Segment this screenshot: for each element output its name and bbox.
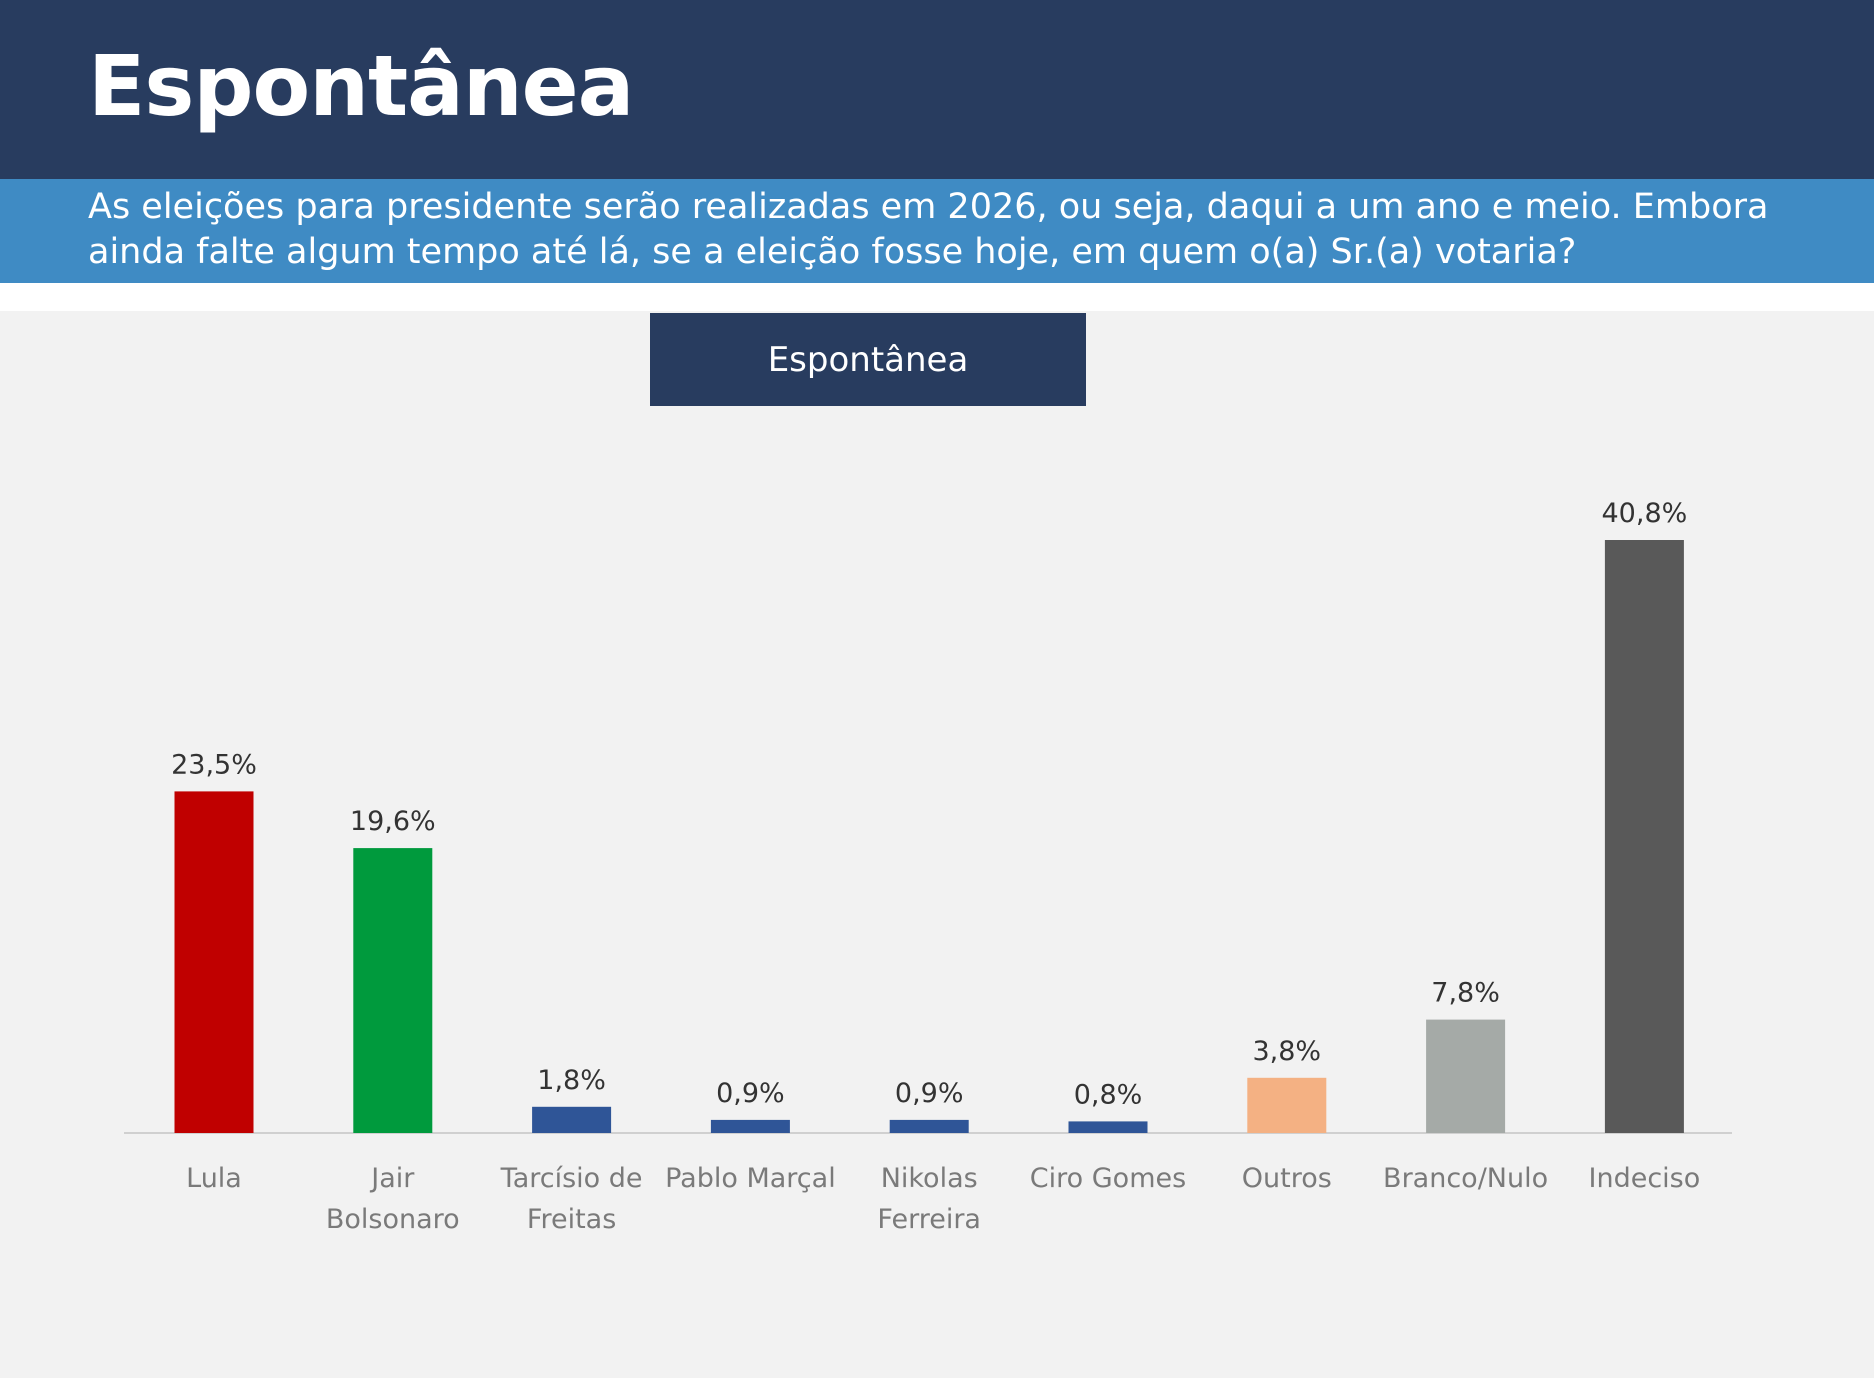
category-label: Outros bbox=[1242, 1163, 1332, 1194]
bar-value-label: 3,8% bbox=[1252, 1036, 1321, 1067]
bars-group bbox=[174, 540, 1684, 1133]
bar bbox=[889, 1119, 969, 1133]
page-title: Espontânea bbox=[88, 37, 634, 135]
category-label: Branco/Nulo bbox=[1383, 1163, 1548, 1194]
bar bbox=[1604, 540, 1684, 1133]
category-label: Indeciso bbox=[1589, 1163, 1701, 1194]
bar-value-label: 19,6% bbox=[350, 806, 436, 837]
header-bar: Espontânea bbox=[0, 0, 1874, 179]
question-band: As eleições para presidente serão realiz… bbox=[0, 179, 1874, 283]
bar bbox=[1426, 1019, 1506, 1133]
category-label: Tarcísio de bbox=[500, 1163, 643, 1194]
value-labels-group: 23,5% 19,6% 1,8% 0,9% 0,9% 0,8% 3,8% 7,8% 40,8% bbox=[171, 498, 1687, 1110]
category-label: Ciro Gomes bbox=[1030, 1163, 1186, 1194]
bar-value-label: 40,8% bbox=[1602, 498, 1688, 529]
question-text: As eleições para presidente serão realiz… bbox=[88, 187, 1769, 272]
bar bbox=[532, 1106, 612, 1133]
category-label: Bolsonaro bbox=[326, 1204, 460, 1235]
bar-value-label: 0,9% bbox=[716, 1078, 785, 1109]
category-labels-group: Lula Jair Bolsonaro Tarcísio de Freitas Pablo… bbox=[186, 1163, 1700, 1235]
category-label: Ferreira bbox=[877, 1204, 981, 1235]
bar-value-label: 1,8% bbox=[537, 1065, 606, 1096]
chart-title: Espontânea bbox=[767, 339, 969, 380]
bar-value-label: 23,5% bbox=[171, 749, 257, 780]
bar bbox=[710, 1119, 790, 1133]
bar bbox=[174, 791, 254, 1133]
category-label: Lula bbox=[186, 1163, 242, 1194]
bar-value-label: 0,8% bbox=[1074, 1079, 1143, 1110]
bar-value-label: 7,8% bbox=[1431, 978, 1500, 1009]
chart-title-box: Espontânea bbox=[650, 313, 1086, 406]
bar bbox=[1068, 1121, 1148, 1133]
category-label: Pablo Marçal bbox=[665, 1163, 836, 1194]
bar-value-label: 0,9% bbox=[895, 1078, 964, 1109]
chart-panel bbox=[0, 311, 1874, 1378]
bar bbox=[1247, 1077, 1327, 1133]
category-label: Nikolas bbox=[881, 1163, 978, 1194]
bar bbox=[353, 848, 433, 1133]
category-label: Freitas bbox=[527, 1204, 616, 1235]
category-label: Jair bbox=[369, 1163, 415, 1194]
